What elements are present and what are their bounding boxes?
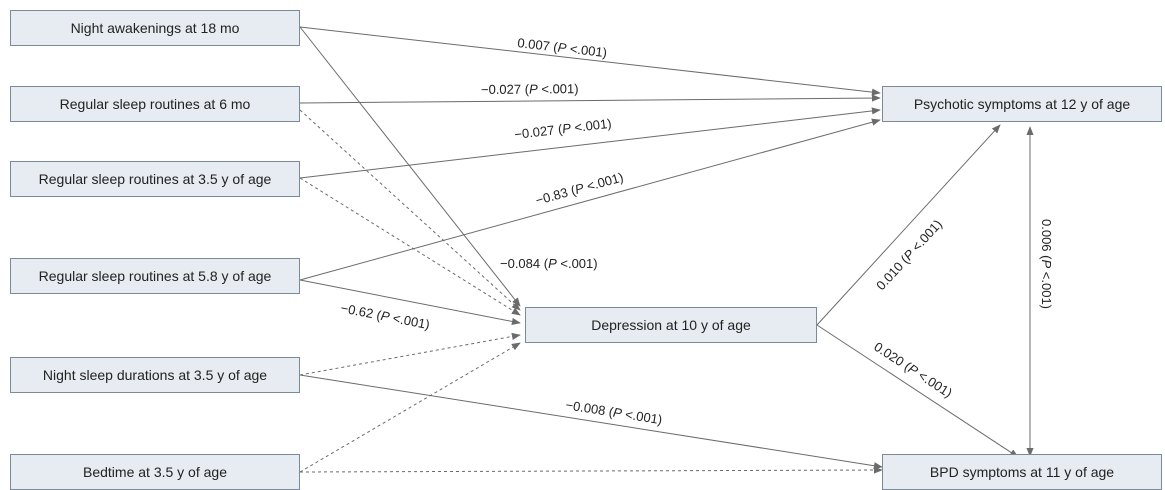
edge-label-e5: −0.084 (P <.001) <box>500 256 598 271</box>
edge-night-awakenings-to-depression <box>299 26 521 307</box>
edge-label-e6: −0.62 (P <.001) <box>339 300 431 332</box>
edge-bedtime-to-bpd <box>299 466 883 474</box>
edge-routines-3-5y-to-psychotic <box>299 107 881 179</box>
edge-label-e4: −0.83 (P <.001) <box>534 169 625 207</box>
edge-label-e9: 0.006 (P <.001) <box>1039 219 1054 309</box>
edge-label-e10: −0.008 (P <.001) <box>565 397 664 427</box>
node-label: Regular sleep routines at 3.5 y of age <box>38 171 272 187</box>
node-regular-sleep-routines-6mo: Regular sleep routines at 6 mo <box>10 86 300 122</box>
node-night-awakenings-18mo: Night awakenings at 18 mo <box>10 10 300 46</box>
edge-routines-6mo-to-psychotic <box>299 94 881 104</box>
edge-night-sleep-to-bpd <box>299 374 883 470</box>
node-regular-sleep-routines-3-5y: Regular sleep routines at 3.5 y of age <box>10 161 300 197</box>
node-regular-sleep-routines-5-8y: Regular sleep routines at 5.8 y of age <box>10 258 300 294</box>
node-label: Psychotic symptoms at 12 y of age <box>913 96 1131 112</box>
edge-routines-5-8y-to-depression <box>299 279 521 325</box>
node-psychotic-symptoms-12y: Psychotic symptoms at 12 y of age <box>882 86 1162 122</box>
node-label: Depression at 10 y of age <box>591 317 751 333</box>
node-bedtime-3-5y: Bedtime at 3.5 y of age <box>10 454 300 490</box>
node-bpd-symptoms-11y: BPD symptoms at 11 y of age <box>882 454 1162 490</box>
edge-label-e8: 0.020 (P <.001) <box>871 339 955 401</box>
edge-depression-to-psychotic <box>816 124 1001 326</box>
node-label: Regular sleep routines at 5.8 y of age <box>38 268 272 284</box>
edge-label-e1: 0.007 (P <.001) <box>517 35 608 60</box>
node-label: BPD symptoms at 11 y of age <box>929 464 1115 480</box>
edge-label-e2: −0.027 (P <.001) <box>481 81 579 97</box>
edge-routines-5-8y-to-psychotic <box>299 118 881 281</box>
edge-label-e3: −0.027 (P <.001) <box>514 116 613 142</box>
node-label: Night sleep durations at 3.5 y of age <box>42 367 268 383</box>
edge-routines-3-5y-to-depression <box>299 177 521 316</box>
node-label: Bedtime at 3.5 y of age <box>83 464 227 480</box>
node-night-sleep-durations-3-5y: Night sleep durations at 3.5 y of age <box>10 357 300 393</box>
node-label: Night awakenings at 18 mo <box>70 20 240 36</box>
edge-depression-to-bpd <box>816 324 1019 458</box>
edge-label-e7: 0.010 (P <.001) <box>873 217 945 294</box>
edge-routines-6mo-to-depression <box>299 109 521 311</box>
edge-night-awakenings-to-psychotic <box>299 26 881 96</box>
node-depression-10y: Depression at 10 y of age <box>525 307 817 343</box>
edge-bedtime-to-depression <box>299 342 521 473</box>
node-label: Regular sleep routines at 6 mo <box>59 96 251 112</box>
edge-night-sleep-to-depression <box>299 332 521 376</box>
